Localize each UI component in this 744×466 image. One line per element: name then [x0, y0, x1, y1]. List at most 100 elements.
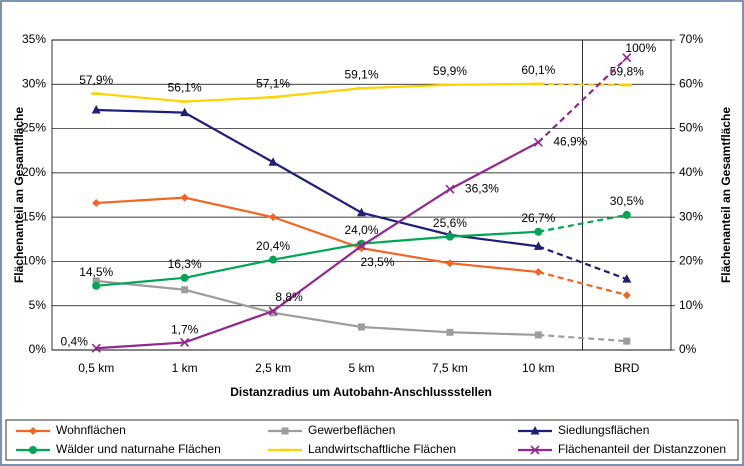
marker: [268, 157, 278, 166]
y2-tick-label: 40%: [679, 165, 703, 179]
series-line-dashed: [538, 333, 627, 343]
marker: [445, 232, 454, 241]
data-label: 59,8%: [610, 64, 644, 78]
data-label: 60,1%: [521, 63, 555, 77]
marker: [269, 213, 278, 222]
data-label: 36,3%: [465, 181, 499, 195]
x-axis-title: Distanzradius um Autobahn-Anschlussstell…: [230, 385, 492, 399]
y2-tick-label: 70%: [679, 32, 703, 46]
series-line: [96, 230, 539, 287]
series-line-dashed: [538, 213, 627, 233]
data-label: 24,0%: [344, 223, 378, 237]
data-label: 59,9%: [433, 64, 467, 78]
marker: [92, 198, 101, 207]
data-label: 30,5%: [610, 194, 644, 208]
marker: [92, 277, 100, 285]
legend-label: Wälder und naturnahe Flächen: [56, 442, 221, 456]
legend-label: Siedlungsflächen: [558, 423, 649, 437]
series-line: [96, 196, 539, 274]
series-line: [96, 141, 539, 350]
data-label: 57,9%: [79, 73, 113, 87]
marker: [445, 259, 454, 268]
marker: [268, 306, 278, 316]
annotation: 100%: [625, 41, 656, 55]
marker: [533, 241, 543, 250]
y-tick-label: 30%: [22, 76, 46, 90]
marker: [358, 323, 365, 331]
y2-tick-label: 10%: [679, 298, 703, 312]
marker: [622, 210, 631, 219]
data-label: 23,5%: [360, 255, 394, 269]
legend-label: Landwirtschaftliche Flächen: [308, 442, 456, 456]
x-tick-label: 0,5 km: [78, 361, 114, 375]
data-label: 26,7%: [521, 211, 555, 225]
marker: [356, 241, 367, 251]
marker: [269, 309, 277, 317]
y2-tick-label: 50%: [679, 121, 703, 135]
data-label: 1,7%: [171, 323, 199, 337]
marker: [534, 227, 543, 236]
marker: [91, 343, 101, 353]
y-tick-label: 35%: [22, 32, 46, 46]
marker: [180, 193, 189, 202]
data-label: 8,8%: [275, 290, 303, 304]
marker: [180, 273, 189, 282]
legend-marker: [281, 427, 289, 435]
marker: [533, 137, 543, 147]
y-tick-label: 15%: [22, 209, 46, 223]
x-tick-label: 2,5 km: [255, 361, 291, 375]
marker: [445, 184, 455, 194]
marker: [357, 207, 366, 217]
legend-label: Flächenanteil der Distanzzonen: [558, 442, 726, 456]
legend-label: Wohnflächen: [56, 423, 126, 437]
plot-border: [51, 39, 672, 351]
marker: [180, 337, 190, 348]
y-tick-label: 25%: [22, 121, 46, 135]
x-tick-label: BRD: [614, 361, 640, 375]
data-label: 20,4%: [256, 239, 290, 253]
legend-marker: [530, 426, 540, 435]
x-tick-label: 7,5 km: [432, 361, 468, 375]
data-label: 46,9%: [553, 134, 587, 148]
x-tick-label: 5 km: [348, 361, 374, 375]
data-label: 25,6%: [433, 216, 467, 230]
legend-label: Gewerbeflächen: [308, 423, 395, 437]
data-label: 56,1%: [168, 81, 202, 95]
data-label: 14,5%: [79, 265, 113, 279]
data-label: 59,1%: [344, 67, 378, 81]
x-tick-label: 1 km: [172, 361, 198, 375]
series-line: [96, 82, 539, 103]
y2-tick-label: 30%: [679, 209, 703, 223]
series-line: [96, 279, 539, 337]
y2-tick-label: 60%: [679, 76, 703, 90]
marker: [91, 104, 101, 114]
series-line-dashed: [538, 270, 628, 297]
marker: [622, 291, 631, 300]
marker: [446, 328, 454, 336]
marker: [92, 281, 101, 290]
data-label: 0,4%: [61, 334, 89, 348]
marker: [622, 274, 632, 283]
y2-axis-title: Flächenanteil an Gesamtfläche: [719, 107, 733, 283]
x-tick-label: 10 km: [522, 361, 555, 375]
y2-tick-label: 0%: [679, 342, 697, 356]
legend-marker: [29, 427, 37, 435]
legend-marker: [29, 446, 37, 454]
y-tick-label: 10%: [22, 254, 46, 268]
marker: [534, 331, 542, 339]
legend-marker: [530, 445, 540, 455]
marker: [269, 255, 278, 264]
y-tick-label: 5%: [29, 298, 47, 312]
marker: [623, 337, 631, 345]
series-line-dashed: [538, 82, 627, 87]
series-line-dashed: [537, 56, 628, 144]
y-axis-title: Flächenanteil an Gesamtfläche: [12, 107, 26, 283]
marker: [180, 107, 190, 117]
y2-tick-label: 20%: [679, 254, 703, 268]
legend-box: [5, 419, 739, 461]
marker: [622, 53, 632, 63]
y-tick-label: 20%: [22, 165, 46, 179]
y-tick-label: 0%: [29, 342, 47, 356]
